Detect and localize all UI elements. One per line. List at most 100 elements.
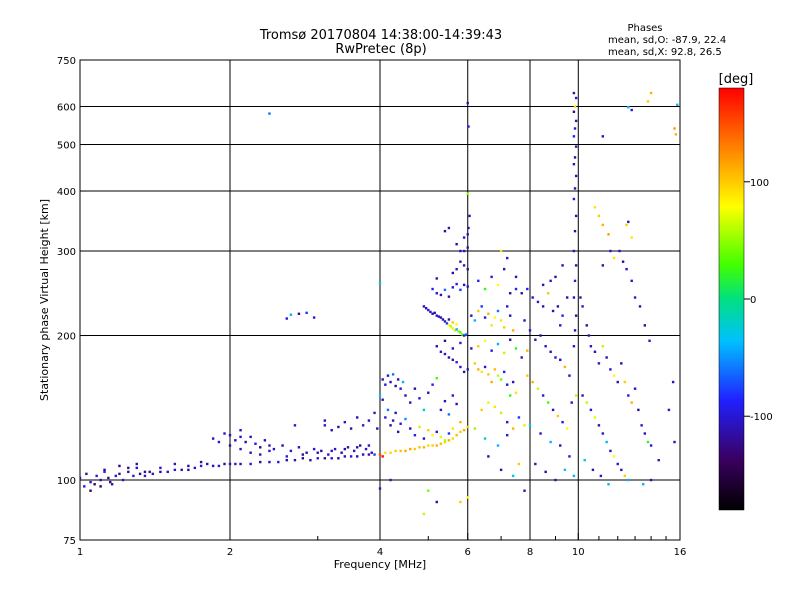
scatter-point — [148, 470, 151, 474]
scatter-point — [508, 292, 512, 295]
scatter-point — [404, 449, 407, 453]
phase-stats-o: mean, sd,O: -87.9, 22.4 — [608, 35, 726, 46]
scatter-point — [561, 420, 564, 424]
scatter-point — [217, 440, 221, 444]
scatter-point — [107, 476, 110, 480]
scatter-point — [648, 339, 651, 343]
scatter-point — [593, 350, 597, 353]
scatter-point — [544, 345, 547, 348]
scatter-point — [483, 339, 487, 343]
scatter-point — [523, 319, 526, 322]
scatter-point — [574, 314, 578, 317]
scatter-point — [523, 489, 526, 492]
scatter-point — [565, 296, 569, 299]
scatter-point — [579, 296, 582, 299]
scatter-point — [431, 312, 434, 315]
scatter-point — [447, 413, 451, 416]
scatter-point — [461, 333, 464, 336]
scatter-point — [211, 437, 215, 440]
scatter-point — [607, 233, 610, 236]
scatter-point — [487, 312, 490, 315]
scatter-point — [435, 314, 438, 317]
scatter-point — [612, 374, 616, 377]
y-tick-label: 200 — [57, 332, 76, 343]
scatter-point — [386, 374, 390, 377]
scatter-point — [630, 401, 633, 404]
scatter-point — [381, 378, 384, 381]
scatter-point — [394, 384, 397, 388]
scatter-point — [572, 162, 576, 166]
x-tick-label: 6 — [465, 547, 471, 558]
scatter-point — [649, 478, 653, 482]
scatter-point — [601, 345, 605, 348]
scatter-point — [539, 334, 542, 337]
scatter-point — [239, 429, 242, 432]
scatter-point — [589, 408, 593, 412]
scatter-point — [496, 309, 500, 313]
scatter-point — [466, 192, 469, 195]
scatter-point — [378, 282, 382, 285]
scatter-point — [99, 478, 102, 482]
scatter-point — [593, 206, 597, 209]
scatter-point — [333, 447, 337, 451]
scatter-point — [637, 408, 640, 412]
scatter-point — [499, 319, 503, 322]
scatter-point — [367, 419, 371, 422]
scatter-point — [505, 433, 509, 437]
scatter-point — [244, 440, 247, 444]
scatter-point — [638, 305, 642, 308]
scatter-point — [254, 442, 257, 445]
scatter-point — [211, 464, 215, 468]
scatter-point — [508, 394, 512, 397]
scatter-point — [437, 315, 441, 318]
scatter-point — [585, 324, 588, 327]
scatter-point — [531, 380, 534, 384]
scatter-point — [389, 424, 392, 427]
scatter-point — [297, 312, 301, 315]
scatter-point — [435, 444, 438, 447]
scatter-point — [439, 316, 443, 319]
scatter-point — [574, 119, 578, 123]
scatter-point — [110, 483, 114, 486]
scatter-point — [487, 455, 490, 458]
scatter-point — [585, 401, 588, 404]
scatter-point — [549, 350, 552, 353]
scatter-point — [490, 349, 493, 352]
scatter-point — [496, 283, 500, 287]
scatter-point — [462, 283, 466, 287]
scatter-point — [554, 356, 557, 359]
scatter-point — [499, 378, 503, 381]
scatter-point — [528, 329, 532, 332]
scatter-point — [455, 282, 458, 286]
scatter-point — [409, 447, 412, 451]
scatter-point — [546, 292, 550, 295]
scatter-point — [574, 264, 578, 267]
scatter-point — [455, 267, 458, 271]
scatter-point — [399, 422, 402, 425]
scatter-point — [340, 451, 343, 454]
scatter-point — [559, 358, 562, 362]
scatter-point — [301, 453, 305, 456]
scatter-point — [346, 446, 350, 449]
scatter-point — [459, 249, 462, 253]
scatter-point — [499, 411, 503, 415]
scatter-point — [327, 453, 330, 456]
y-tick-label: 600 — [57, 103, 76, 114]
scatter-point — [618, 249, 621, 253]
scatter-point — [466, 368, 469, 371]
scatter-point — [640, 424, 643, 427]
scatter-point — [466, 246, 469, 249]
scatter-point — [496, 342, 500, 346]
scatter-point — [249, 462, 252, 466]
scatter-point — [381, 398, 384, 401]
scatter-point — [657, 458, 660, 462]
scatter-point — [259, 446, 262, 449]
scatter-point — [451, 358, 455, 362]
scatter-point — [289, 449, 293, 453]
scatter-point — [378, 487, 382, 490]
scatter-point — [573, 279, 577, 283]
scatter-point — [443, 440, 447, 444]
scatter-point — [462, 236, 466, 239]
scatter-point — [443, 229, 447, 233]
scatter-point — [297, 446, 301, 449]
